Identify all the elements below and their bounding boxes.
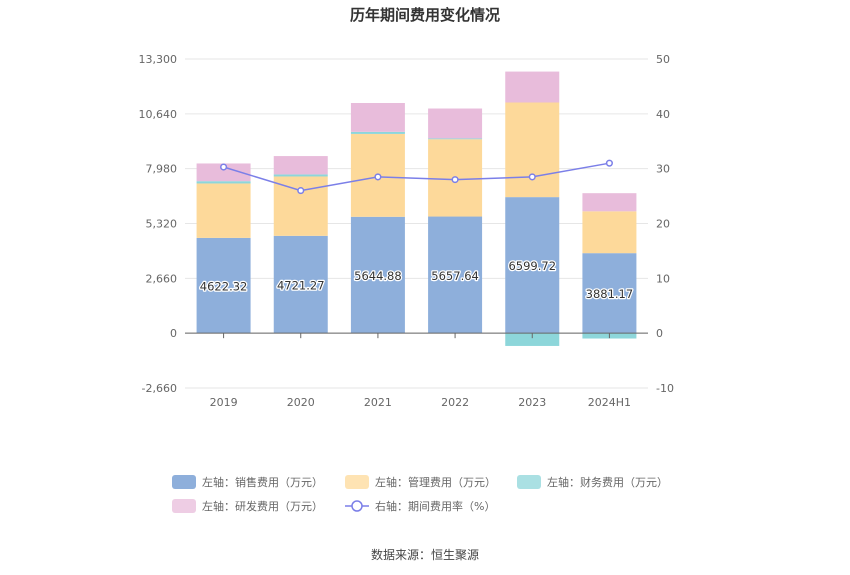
bar-segment bbox=[273, 156, 328, 175]
right-tick-label: 10 bbox=[656, 272, 670, 285]
left-tick-label: 5,320 bbox=[146, 218, 178, 231]
legend-label: 右轴：期间费用率（%） bbox=[375, 499, 495, 513]
bar-segment bbox=[505, 197, 560, 334]
bar-segment bbox=[582, 193, 637, 212]
legend-label: 左轴：研发费用（万元） bbox=[202, 499, 323, 513]
rate-point bbox=[451, 176, 459, 184]
x-tick-label: 2022 bbox=[441, 396, 469, 409]
bar-segment bbox=[196, 163, 251, 182]
legend[interactable]: 左轴：销售费用（万元） 左轴：管理费用（万元） 左轴：财务费用（万元） 左轴：研发费用… bbox=[172, 475, 668, 513]
grid-lines bbox=[185, 58, 648, 389]
legend-label: 左轴：管理费用（万元） bbox=[375, 475, 496, 489]
bar-segment bbox=[582, 253, 637, 334]
bar-segment bbox=[505, 102, 560, 198]
legend-label: 左轴：销售费用（万元） bbox=[202, 475, 323, 489]
rate-point bbox=[220, 163, 228, 171]
left-tick-label: 13,300 bbox=[139, 53, 178, 66]
bar-segment bbox=[505, 333, 560, 346]
left-tick-label: -2,660 bbox=[142, 382, 177, 395]
legend-label: 左轴：财务费用（万元） bbox=[547, 475, 668, 489]
legend-item[interactable]: 左轴：销售费用（万元） bbox=[172, 475, 323, 489]
bar-segment bbox=[273, 235, 328, 334]
left-tick-label: 10,640 bbox=[139, 108, 178, 121]
legend-swatch bbox=[517, 475, 541, 489]
right-tick-label: 50 bbox=[656, 53, 670, 66]
bar-value-label: 6599.72 bbox=[508, 259, 556, 273]
rate-point bbox=[297, 187, 305, 195]
chart-title: 历年期间费用变化情况 bbox=[350, 6, 500, 24]
legend-item[interactable]: 右轴：期间费用率（%） bbox=[345, 499, 495, 513]
line-layer bbox=[220, 159, 613, 195]
x-axis: 2019 2020 2021 2022 2023 2024H1 bbox=[185, 332, 648, 409]
left-axis: 13,300 10,640 7,980 5,320 2,660 0 -2,660 bbox=[139, 53, 178, 395]
legend-swatch bbox=[172, 499, 196, 513]
bar-segment bbox=[273, 176, 328, 236]
data-labels: 4622.32 4721.27 5644.88 5657.64 6599.72 3881.… bbox=[199, 258, 635, 303]
legend-item[interactable]: 左轴：管理费用（万元） bbox=[345, 475, 496, 489]
right-tick-label: -10 bbox=[656, 382, 674, 395]
bar-value-label: 5657.64 bbox=[431, 269, 479, 283]
right-tick-label: 30 bbox=[656, 163, 670, 176]
bar-value-label: 4721.27 bbox=[277, 279, 325, 293]
bars-layer bbox=[196, 71, 637, 346]
rate-point bbox=[528, 173, 536, 181]
bar-segment bbox=[350, 216, 405, 334]
bar-segment bbox=[582, 211, 637, 254]
left-tick-label: 0 bbox=[170, 327, 177, 340]
bar-value-label: 3881.17 bbox=[586, 287, 634, 301]
x-tick-label: 2019 bbox=[210, 396, 238, 409]
rate-point bbox=[374, 173, 382, 181]
rate-point bbox=[605, 159, 613, 167]
bar-segment bbox=[350, 131, 405, 134]
legend-marker bbox=[351, 500, 363, 512]
x-tick-label: 2020 bbox=[287, 396, 315, 409]
legend-swatch bbox=[172, 475, 196, 489]
bar-segment bbox=[350, 103, 405, 132]
right-tick-label: 40 bbox=[656, 108, 670, 121]
x-tick-label: 2021 bbox=[364, 396, 392, 409]
bar-segment bbox=[428, 138, 483, 140]
right-tick-label: 0 bbox=[656, 327, 663, 340]
bar-segment bbox=[505, 71, 560, 103]
bar-value-label: 5644.88 bbox=[354, 269, 402, 283]
x-tick-label: 2024H1 bbox=[588, 396, 631, 409]
right-axis: 50 40 30 20 10 0 -10 bbox=[656, 53, 674, 395]
bar-segment bbox=[428, 216, 483, 334]
source-note: 数据来源：恒生聚源 bbox=[371, 547, 479, 562]
bar-segment bbox=[273, 174, 328, 177]
legend-swatch bbox=[345, 475, 369, 489]
x-tick-label: 2023 bbox=[518, 396, 546, 409]
bar-segment bbox=[196, 183, 251, 238]
bar-segment bbox=[196, 237, 251, 334]
bar-segment bbox=[428, 108, 483, 139]
legend-item[interactable]: 左轴：财务费用（万元） bbox=[517, 475, 668, 489]
rate-line bbox=[223, 162, 610, 192]
left-tick-label: 2,660 bbox=[146, 272, 178, 285]
left-tick-label: 7,980 bbox=[146, 163, 178, 176]
bar-segment bbox=[196, 181, 251, 184]
legend-item[interactable]: 左轴：研发费用（万元） bbox=[172, 499, 323, 513]
right-tick-label: 20 bbox=[656, 218, 670, 231]
bar-value-label: 4622.32 bbox=[200, 280, 248, 294]
